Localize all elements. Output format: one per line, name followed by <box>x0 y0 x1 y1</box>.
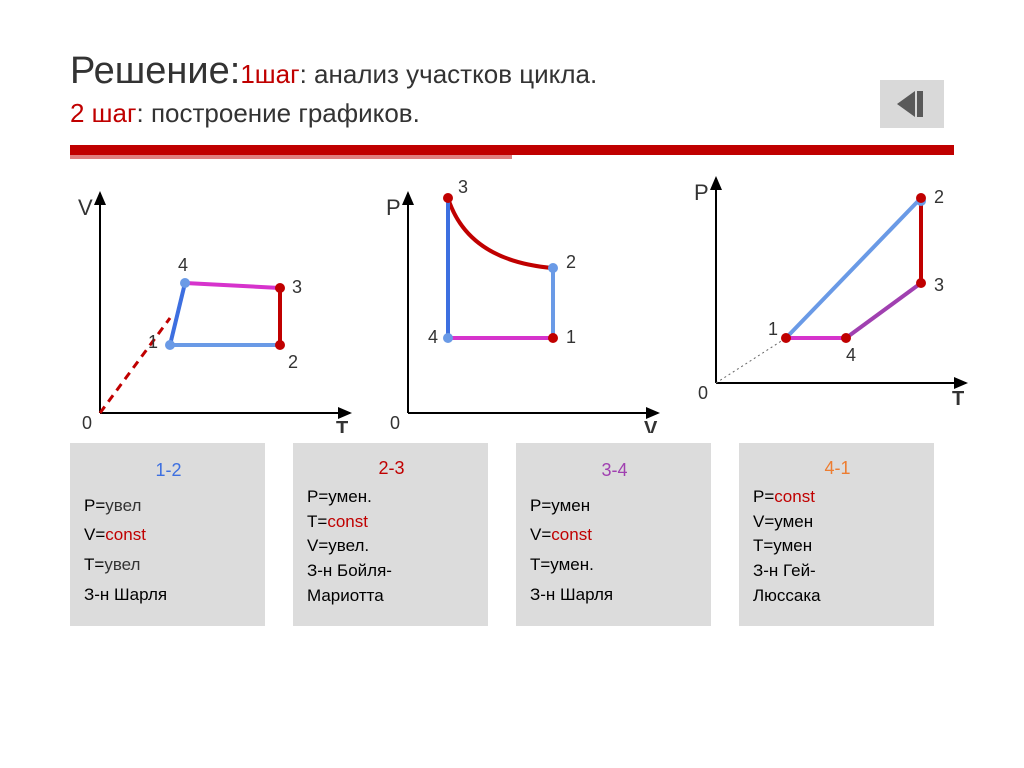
info-box-line: V=умен <box>753 510 922 535</box>
info-box-line: Мариотта <box>307 584 476 609</box>
info-box-header: 2-3 <box>307 455 476 481</box>
svg-text:1: 1 <box>768 319 778 339</box>
info-box-line: V=увел. <box>307 534 476 559</box>
svg-text:0: 0 <box>698 383 708 403</box>
info-box-line: T=умен. <box>530 550 699 580</box>
info-box-line: З-н Шарля <box>84 580 253 610</box>
svg-text:1: 1 <box>566 327 576 347</box>
svg-text:2: 2 <box>288 352 298 372</box>
nav-prev-button[interactable] <box>880 80 944 128</box>
svg-text:4: 4 <box>846 345 856 365</box>
info-box-header: 3-4 <box>530 455 699 487</box>
charts-row: 1 2 3 4 V T 0 1 2 3 4 P V 0 1 2 3 4 P T 0 <box>70 173 954 433</box>
svg-text:3: 3 <box>292 277 302 297</box>
svg-text:P: P <box>386 195 401 220</box>
svg-text:2: 2 <box>566 252 576 272</box>
title-block-2: 2 шаг: построение графиков. <box>70 97 954 129</box>
info-box-line: T=const <box>307 510 476 535</box>
info-box-line: З-н Гей- <box>753 559 922 584</box>
info-box-line: V=const <box>530 520 699 550</box>
svg-text:3: 3 <box>458 177 468 197</box>
info-box-header: 4-1 <box>753 455 922 481</box>
svg-text:0: 0 <box>390 413 400 433</box>
svg-text:0: 0 <box>82 413 92 433</box>
svg-text:3: 3 <box>934 275 944 295</box>
info-box-line: P=умен <box>530 491 699 521</box>
info-box: 2-3 P=умен.T=constV=увел.З-н Бойля-Мариот… <box>293 443 488 626</box>
svg-text:V: V <box>644 418 658 433</box>
svg-text:2: 2 <box>934 187 944 207</box>
info-box-line: Люссака <box>753 584 922 609</box>
chart-vt: 1 2 3 4 V T 0 <box>70 173 360 433</box>
chart-pv: 1 2 3 4 P V 0 <box>378 173 668 433</box>
info-box-line: З-н Шарля <box>530 580 699 610</box>
info-box-line: З-н Бойля- <box>307 559 476 584</box>
info-box: 1-2 P=увелV=constT=увелЗ-н Шарля <box>70 443 265 626</box>
step2-label: 2 шаг <box>70 98 137 128</box>
svg-text:T: T <box>336 418 348 433</box>
info-box-line: P=const <box>753 485 922 510</box>
info-box-line: T=увел <box>84 550 253 580</box>
title-main: Решение: <box>70 50 240 92</box>
svg-text:T: T <box>952 388 964 410</box>
info-box: 4-1 P=constV=уменT=уменЗ-н Гей-Люссака <box>739 443 934 626</box>
svg-text:P: P <box>694 180 709 205</box>
info-box-line: P=увел <box>84 491 253 521</box>
info-box-line: P=умен. <box>307 485 476 510</box>
divider-bar <box>70 145 954 155</box>
info-box: 3-4 P=уменV=constT=умен.З-н Шарля <box>516 443 711 626</box>
step1-text: : анализ участков цикла. <box>300 59 598 89</box>
info-box-line: V=const <box>84 520 253 550</box>
svg-text:4: 4 <box>428 327 438 347</box>
step1-label: 1шаг <box>240 59 299 89</box>
title-block: Решение:1шаг: анализ участков цикла. <box>70 50 954 93</box>
info-box-header: 1-2 <box>84 455 253 487</box>
info-boxes-row: 1-2P=увелV=constT=увелЗ-н Шарля2-3P=умен… <box>70 443 954 626</box>
svg-text:4: 4 <box>178 255 188 275</box>
svg-text:V: V <box>78 195 93 220</box>
step2-text: : построение графиков. <box>137 98 420 128</box>
svg-text:1: 1 <box>148 332 158 352</box>
info-box-line: T=умен <box>753 534 922 559</box>
chart-pt: 1 2 3 4 P T 0 <box>686 173 976 433</box>
